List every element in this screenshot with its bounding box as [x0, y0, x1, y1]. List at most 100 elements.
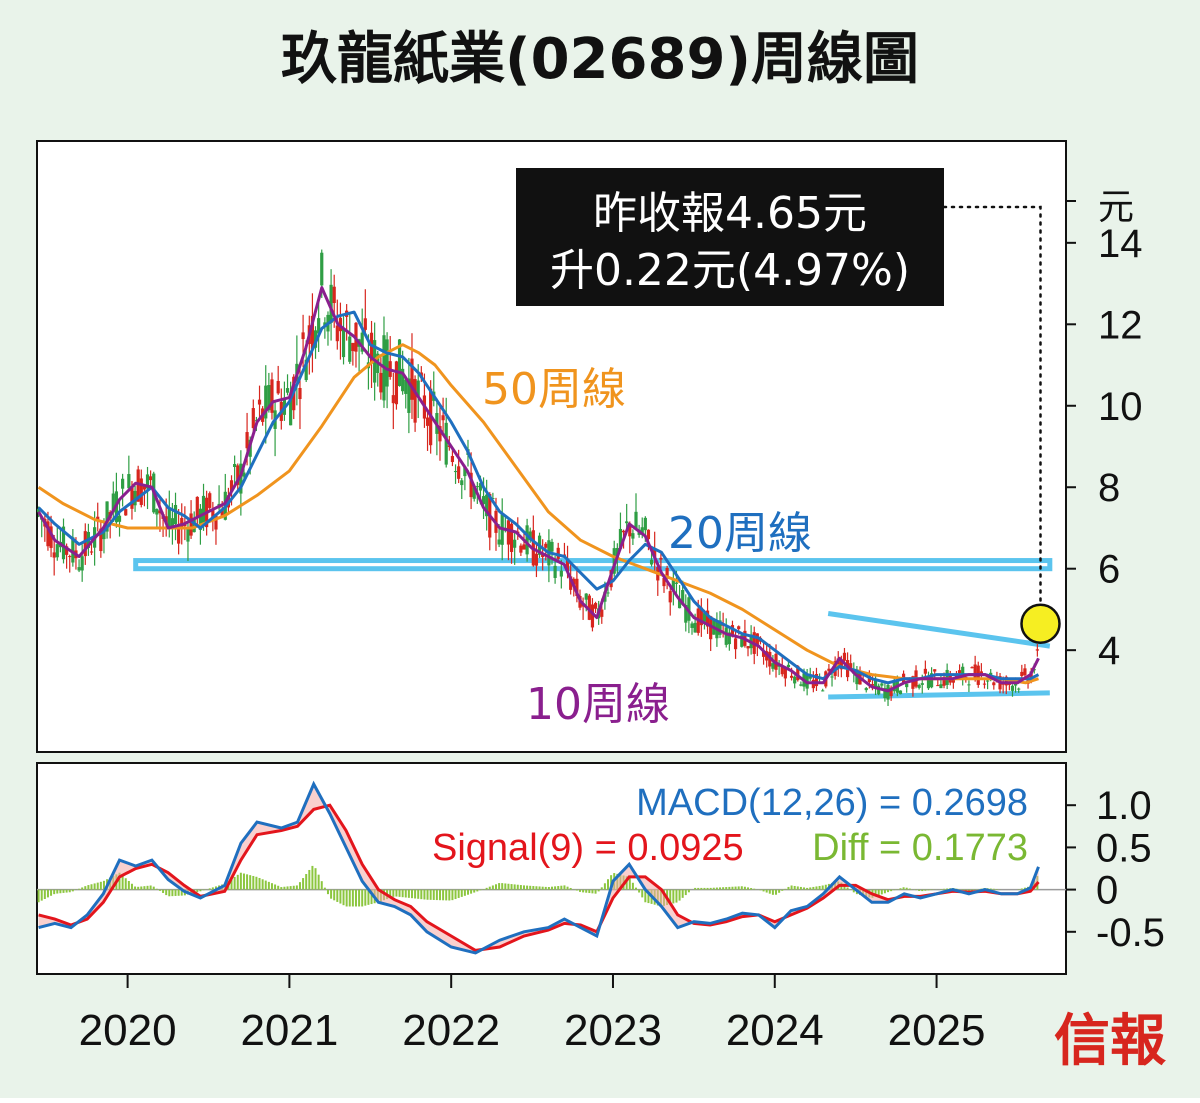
candle-body: [674, 582, 679, 584]
candle-body: [158, 510, 162, 514]
candle-body: [525, 525, 529, 555]
candle-body: [201, 495, 206, 523]
candle-body: [214, 515, 218, 530]
candle-body: [99, 528, 103, 552]
candle-body: [665, 567, 669, 578]
candle-body: [332, 286, 336, 304]
candle-body: [519, 545, 523, 553]
candle-body: [481, 496, 486, 505]
candle-body: [198, 508, 203, 530]
candle-body: [746, 646, 750, 649]
candle-body: [1029, 671, 1033, 681]
candle-body: [276, 380, 280, 394]
price-tick-label: 12: [1098, 303, 1143, 347]
candle-body: [957, 670, 962, 674]
candle-body: [170, 518, 175, 527]
candle-body: [621, 530, 626, 533]
candle-body: [668, 591, 672, 603]
candle-body: [920, 683, 924, 685]
candle-body: [55, 544, 59, 558]
candle-body: [780, 666, 784, 675]
candle-body: [873, 679, 878, 687]
price-unit: 元: [1098, 187, 1134, 228]
candle-body: [755, 633, 759, 647]
candle-body: [304, 359, 308, 381]
candle-body: [478, 483, 483, 491]
macd-line: [38, 780, 1040, 955]
candle-body: [457, 466, 461, 479]
candle-body: [951, 678, 955, 683]
candle-body: [892, 679, 896, 692]
candle-body: [992, 682, 996, 686]
candle-body: [929, 673, 934, 688]
macd-layer: [37, 780, 1066, 955]
candle-body: [444, 422, 448, 465]
candle-body: [360, 332, 364, 352]
candle-body: [83, 531, 87, 557]
candle-body: [127, 474, 131, 489]
candle-body: [911, 676, 915, 689]
candle-body: [705, 610, 710, 627]
candle-body: [587, 595, 591, 620]
candle-body: [814, 673, 819, 687]
upper-trendline: [827, 611, 1051, 649]
chart-title: 玖龍紙業(02689)周線圖: [281, 27, 919, 92]
candle-body: [310, 315, 315, 350]
candle-body: [379, 372, 383, 393]
candle-body: [233, 463, 237, 467]
candle-body: [257, 399, 262, 405]
candle-body: [407, 378, 411, 413]
candle-body: [89, 551, 94, 553]
candle-body: [565, 558, 570, 572]
candle-body: [341, 328, 346, 358]
candle-body: [105, 501, 109, 532]
candle-body: [289, 394, 293, 426]
candle-body: [102, 531, 106, 540]
candle-body: [145, 474, 150, 489]
candle-body: [771, 663, 775, 669]
macd-panel: [36, 762, 1067, 975]
candle-body: [497, 539, 501, 545]
candle-body: [590, 604, 595, 628]
candle-body: [80, 556, 84, 571]
candle-body: [251, 408, 255, 429]
candle-body: [121, 478, 125, 489]
candle-body: [534, 553, 539, 566]
candle-body: [727, 632, 731, 645]
candle-body: [643, 517, 647, 531]
ma20-line: [37, 310, 1040, 685]
candle-body: [491, 498, 495, 500]
candle-body: [416, 380, 420, 397]
candle-body: [827, 668, 831, 671]
candle-body: [363, 318, 367, 330]
candle-body: [740, 635, 744, 647]
price-layer: [37, 205, 1061, 706]
candle-body: [242, 472, 246, 477]
macd-tick-label: 0.5: [1096, 826, 1152, 870]
candle-body: [65, 546, 69, 555]
candle-body: [870, 684, 875, 686]
candle-body: [220, 509, 224, 518]
candle-body: [285, 388, 290, 393]
candle-body: [917, 685, 921, 688]
year-label: 2021: [240, 1006, 338, 1055]
candle-body: [522, 544, 526, 550]
candle-body: [509, 523, 514, 552]
candle-body: [556, 547, 560, 559]
candle-body: [606, 592, 610, 594]
candle-body: [789, 675, 794, 678]
candle-body: [649, 559, 654, 565]
candle-body: [335, 325, 339, 342]
candle-body: [264, 385, 268, 419]
candle-body: [317, 318, 321, 334]
candle-body: [662, 577, 666, 587]
candle-body: [967, 684, 971, 686]
candle-body: [842, 652, 847, 661]
candle-body: [229, 480, 234, 492]
ma20-label: 20周線: [668, 508, 812, 559]
candle-body: [786, 664, 791, 668]
candle-body: [441, 415, 445, 421]
candle-body: [1035, 649, 1039, 651]
candle-body: [631, 533, 635, 539]
